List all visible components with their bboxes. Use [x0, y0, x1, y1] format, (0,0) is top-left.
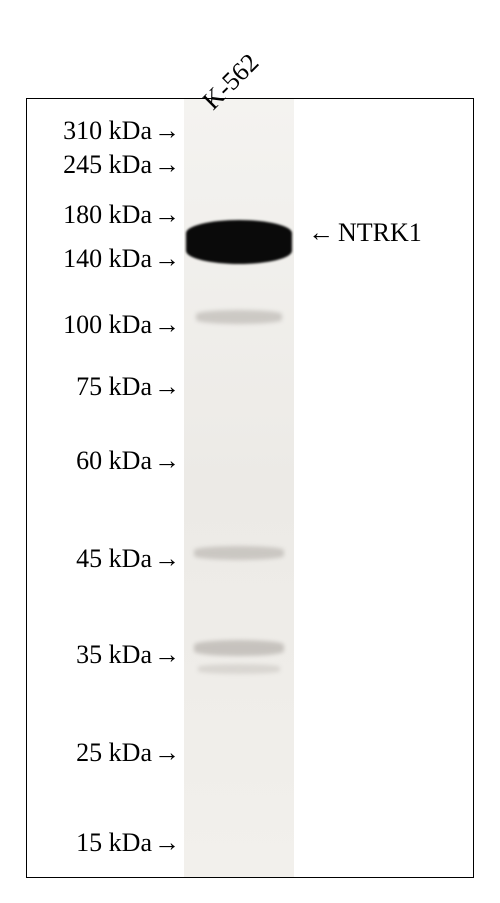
- arrow-left-icon: ←: [308, 218, 334, 248]
- mw-text: 35 kDa: [76, 640, 152, 669]
- mw-label: 75 kDa→: [76, 372, 180, 402]
- mw-label: 140 kDa→: [63, 244, 180, 274]
- mw-text: 310 kDa: [63, 116, 152, 145]
- mw-label: 15 kDa→: [76, 828, 180, 858]
- band: [186, 220, 292, 264]
- mw-label: 310 kDa→: [63, 116, 180, 146]
- arrow-right-icon: →: [154, 116, 180, 145]
- mw-label: 100 kDa→: [63, 310, 180, 340]
- mw-label: 45 kDa→: [76, 544, 180, 574]
- mw-text: 245 kDa: [63, 150, 152, 179]
- band: [198, 664, 280, 674]
- mw-text: 180 kDa: [63, 200, 152, 229]
- mw-label: 25 kDa→: [76, 738, 180, 768]
- protein-label: ← NTRK1: [308, 218, 422, 248]
- mw-text: 25 kDa: [76, 738, 152, 767]
- mw-text: 15 kDa: [76, 828, 152, 857]
- mw-text: 45 kDa: [76, 544, 152, 573]
- arrow-right-icon: →: [154, 310, 180, 339]
- arrow-right-icon: →: [154, 446, 180, 475]
- arrow-right-icon: →: [154, 244, 180, 273]
- lane-background: [184, 99, 294, 877]
- arrow-right-icon: →: [154, 738, 180, 767]
- arrow-right-icon: →: [154, 372, 180, 401]
- arrow-right-icon: →: [154, 150, 180, 179]
- mw-text: 140 kDa: [63, 244, 152, 273]
- mw-text: 75 kDa: [76, 372, 152, 401]
- mw-label: 180 kDa→: [63, 200, 180, 230]
- arrow-right-icon: →: [154, 544, 180, 573]
- band: [194, 640, 284, 656]
- band: [194, 546, 284, 560]
- mw-text: 100 kDa: [63, 310, 152, 339]
- arrow-right-icon: →: [154, 828, 180, 857]
- protein-name: NTRK1: [338, 218, 422, 248]
- mw-label: 60 kDa→: [76, 446, 180, 476]
- mw-text: 60 kDa: [76, 446, 152, 475]
- arrow-right-icon: →: [154, 200, 180, 229]
- band: [196, 310, 282, 324]
- arrow-right-icon: →: [154, 640, 180, 669]
- mw-label: 35 kDa→: [76, 640, 180, 670]
- mw-label: 245 kDa→: [63, 150, 180, 180]
